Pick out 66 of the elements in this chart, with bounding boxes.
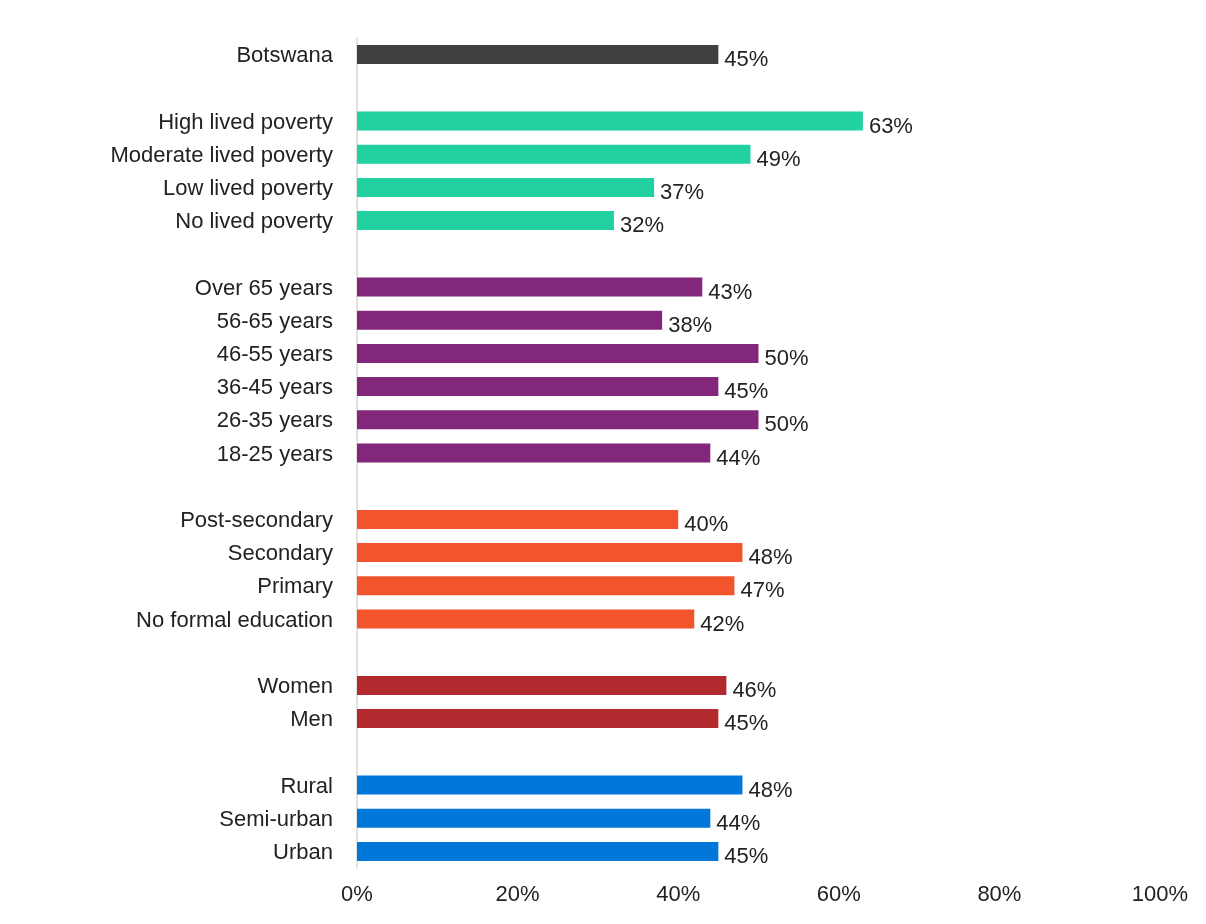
data-label: 38%	[668, 311, 713, 337]
data-label: 42%	[700, 610, 745, 636]
y-tick-label: Botswana	[236, 42, 334, 68]
data-label: 47%	[740, 577, 785, 603]
data-label: 48%	[748, 544, 793, 570]
data-label: 45%	[724, 46, 769, 72]
bar	[357, 377, 719, 397]
data-label: 48%	[748, 776, 793, 802]
bar	[357, 808, 711, 828]
bar	[357, 509, 679, 529]
y-tick-label: Low lived poverty	[163, 174, 333, 200]
data-label: 44%	[716, 444, 761, 470]
y-tick-label: High lived poverty	[158, 108, 333, 134]
y-tick-label: Men	[290, 706, 333, 732]
data-label: 44%	[716, 809, 761, 835]
bar	[357, 443, 711, 463]
x-tick-label: 40%	[656, 880, 701, 906]
bar	[357, 310, 663, 330]
y-tick-label: 36-45 years	[216, 374, 333, 400]
bar	[357, 177, 655, 197]
x-tick-label: 60%	[816, 880, 861, 906]
bar	[357, 841, 719, 861]
y-tick-label: Urban	[273, 838, 333, 864]
x-tick-label: 100%	[1131, 880, 1189, 906]
data-label: 37%	[660, 178, 705, 204]
x-tick-label: 0%	[341, 880, 373, 906]
y-tick-label: Semi-urban	[219, 805, 333, 831]
bar	[357, 709, 719, 729]
data-label: 49%	[756, 145, 801, 171]
bar	[357, 144, 751, 164]
y-tick-label: 26-35 years	[216, 407, 333, 433]
y-tick-label: 56-65 years	[216, 307, 333, 333]
bar	[357, 609, 695, 629]
y-tick-label: 18-25 years	[216, 440, 333, 466]
bar	[357, 775, 743, 795]
bar	[357, 343, 759, 363]
data-label: 43%	[708, 278, 753, 304]
bar	[357, 576, 735, 596]
y-tick-label: Post-secondary	[180, 506, 333, 532]
y-tick-label: 46-55 years	[216, 340, 333, 366]
data-label: 45%	[724, 378, 769, 404]
y-tick-label: Primary	[257, 573, 333, 599]
x-tick-label: 80%	[977, 880, 1022, 906]
bar	[357, 543, 743, 563]
bar	[357, 277, 703, 297]
bar	[357, 410, 759, 430]
y-tick-label: Rural	[280, 772, 333, 798]
bar	[357, 45, 719, 65]
data-label: 50%	[764, 344, 809, 370]
y-tick-label: No lived poverty	[175, 208, 333, 234]
data-label: 50%	[764, 411, 809, 437]
y-tick-label: No formal education	[136, 606, 333, 632]
x-tick-label: 20%	[495, 880, 540, 906]
bar	[357, 111, 863, 131]
data-label: 45%	[724, 710, 769, 736]
data-label: 63%	[868, 112, 913, 138]
y-tick-label: Women	[257, 672, 333, 698]
y-tick-label: Secondary	[227, 540, 333, 566]
data-label: 46%	[732, 676, 777, 702]
data-label: 45%	[724, 842, 769, 868]
y-tick-label: Over 65 years	[194, 274, 333, 300]
y-tick-label: Moderate lived poverty	[110, 141, 333, 167]
bar	[357, 211, 614, 231]
data-label: 32%	[619, 212, 665, 238]
bar	[357, 675, 727, 695]
data-label: 40%	[684, 510, 729, 536]
